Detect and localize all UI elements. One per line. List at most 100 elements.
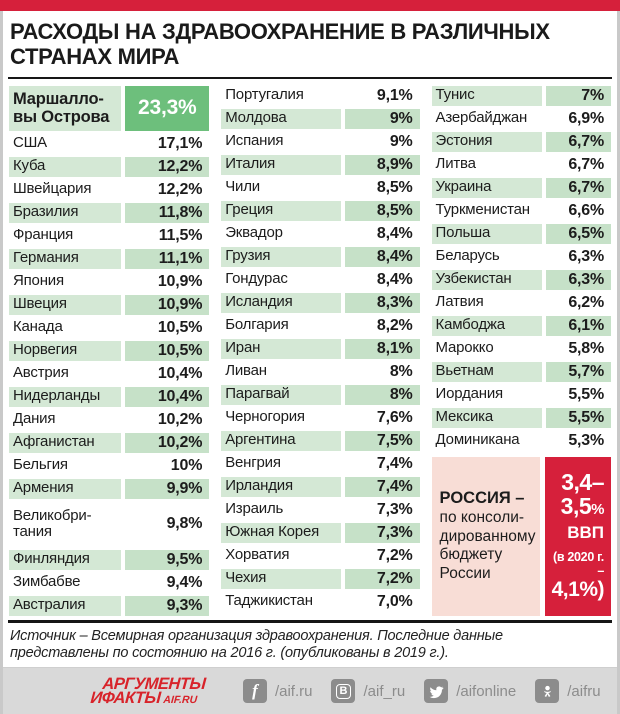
country-name: Доминикана <box>435 431 520 449</box>
table-row: Черногория 7,6% <box>221 408 419 428</box>
country-value: 7,5% <box>345 430 420 451</box>
country-name: Гондурас <box>225 270 288 288</box>
country-value: 23,3% <box>125 85 210 131</box>
percent-sign: % <box>591 501 604 519</box>
country-value: 6,2% <box>568 293 604 311</box>
country-name: Узбекистан <box>431 269 542 290</box>
country-value: 6,1% <box>545 315 611 336</box>
table-row: Туркменистан 6,6% <box>432 201 611 221</box>
russia-2020-value: 4,1%) <box>551 578 605 602</box>
facebook-link[interactable]: f /aif.ru <box>242 679 312 703</box>
country-value: 10,2% <box>124 432 210 453</box>
table-row: Франция 11,5% <box>9 226 209 246</box>
table-row: Швейцария 12,2% <box>9 180 209 200</box>
country-value: 7,2% <box>345 568 420 589</box>
vk-icon: В <box>331 679 356 703</box>
table-row: Таджикистан 7,0% <box>221 592 419 612</box>
country-value: 6,3% <box>568 247 604 265</box>
country-value: 5,8% <box>568 339 604 357</box>
country-value: 11,5% <box>158 226 203 244</box>
table-row: Венгрия 7,4% <box>221 454 419 474</box>
ok-icon <box>535 679 560 703</box>
table-row: Великобри- тания 9,8% <box>9 502 209 547</box>
country-name: Канада <box>13 318 63 336</box>
country-name: Австрия <box>13 364 69 382</box>
country-value: 9% <box>345 108 420 129</box>
russia-2020-note: (в 2020 г. – <box>552 550 604 579</box>
country-value: 12,2% <box>157 180 203 198</box>
country-name: Камбоджа <box>431 315 542 336</box>
country-name: Куба <box>9 156 121 177</box>
country-name: Ливан <box>225 362 267 380</box>
country-name: Венгрия <box>225 454 281 472</box>
table-row: Мексика 5,5% <box>431 407 611 428</box>
country-name: США <box>13 134 47 152</box>
country-name: Азербайджан <box>435 109 528 127</box>
twitter-link[interactable]: /aifonline <box>424 679 516 703</box>
table-row: Южная Корея 7,3% <box>221 522 420 543</box>
table-row: Камбоджа 6,1% <box>431 315 611 336</box>
country-value: 10,4% <box>124 386 210 407</box>
footer-bar: АРГУМЕНТЫ И ФАКТЫ AIF.RU f /aif.ru В /aif_… <box>3 667 617 714</box>
country-name: Австралия <box>9 595 121 616</box>
table-row: Маршалло- вы Острова 23,3% <box>9 85 210 131</box>
country-name: Таджикистан <box>225 592 313 610</box>
country-value: 8,2% <box>376 316 413 334</box>
country-value: 6,7% <box>568 155 604 173</box>
table-row: Аргентина 7,5% <box>221 430 420 451</box>
table-row: Грузия 8,4% <box>221 246 420 267</box>
country-name: Мексика <box>431 407 542 428</box>
country-value: 8,5% <box>345 200 420 221</box>
country-value: 8,4% <box>376 270 413 288</box>
country-value: 9% <box>389 132 413 150</box>
table-row: Испания 9% <box>221 132 419 152</box>
table-row: Армения 9,9% <box>9 478 210 499</box>
table-row: Молдова 9% <box>221 108 420 129</box>
country-value: 17,1% <box>157 134 203 152</box>
russia-label: РОССИЯ – по консоли- дированному бюджету… <box>431 456 540 616</box>
country-name: Литва <box>435 155 476 173</box>
country-value: 6,6% <box>568 201 604 219</box>
table-row: Литва 6,7% <box>432 155 611 175</box>
country-value: 8,5% <box>376 178 413 196</box>
country-value: 10,5% <box>157 318 203 336</box>
table-row: Эквадор 8,4% <box>221 224 419 244</box>
vk-link[interactable]: В /aif_ru <box>331 679 405 703</box>
table-row: Марокко 5,8% <box>432 339 611 359</box>
social-links: f /aif.ru В /aif_ru /aifonline <box>242 679 601 703</box>
table-column-1: Маршалло- вы Острова 23,3% США 17,1% Куба 12,… <box>9 85 210 616</box>
country-name: Парагвай <box>221 384 342 405</box>
divider-bottom <box>8 619 612 623</box>
country-value: 8,4% <box>376 224 413 242</box>
country-value: 8% <box>345 384 420 405</box>
column-rows: Маршалло- вы Острова 23,3% США 17,1% Куба 12,… <box>9 85 210 616</box>
country-name: Эквадор <box>225 224 283 242</box>
aif-logo: АРГУМЕНТЫ И ФАКТЫ AIF.RU <box>90 675 206 707</box>
russia-value-box: 3,4– 3,5% ВВП (в 2020 г. – 4,1%) <box>544 456 611 616</box>
ok-link[interactable]: /aifru <box>535 679 601 703</box>
table-row: Азербайджан 6,9% <box>432 109 611 129</box>
country-value: 7% <box>545 85 611 106</box>
country-value: 9,9% <box>124 478 210 499</box>
twitter-handle: /aifonline <box>456 682 517 700</box>
country-value: 5,5% <box>568 385 604 403</box>
table-row: Ливан 8% <box>221 362 419 382</box>
source-note: Источник – Всемирная организация здравоо… <box>10 627 503 662</box>
column-rows: Португалия 9,1% Молдова 9% Испания 9% Италия 8,… <box>221 86 420 612</box>
russia-label-text: по консоли- дированному бюджету России <box>439 508 536 582</box>
country-name: Аргентина <box>221 430 342 451</box>
table-column-2: Португалия 9,1% Молдова 9% Испания 9% Италия 8,… <box>221 86 420 616</box>
country-value: 10% <box>170 456 203 474</box>
country-name: Молдова <box>221 108 342 129</box>
country-value: 6,7% <box>545 131 611 152</box>
country-name: Марокко <box>435 339 494 357</box>
table-row: Доминикана 5,3% <box>432 431 611 451</box>
table-row: Иран 8,1% <box>221 338 420 359</box>
country-value: 9,5% <box>124 549 210 570</box>
country-name: Чили <box>225 178 260 196</box>
russia-callout: РОССИЯ – по консоли- дированному бюджету… <box>431 456 611 616</box>
divider-top <box>8 76 612 79</box>
table-row: Латвия 6,2% <box>432 293 611 313</box>
country-name: Франция <box>13 226 74 244</box>
country-name: Черногория <box>225 408 305 426</box>
